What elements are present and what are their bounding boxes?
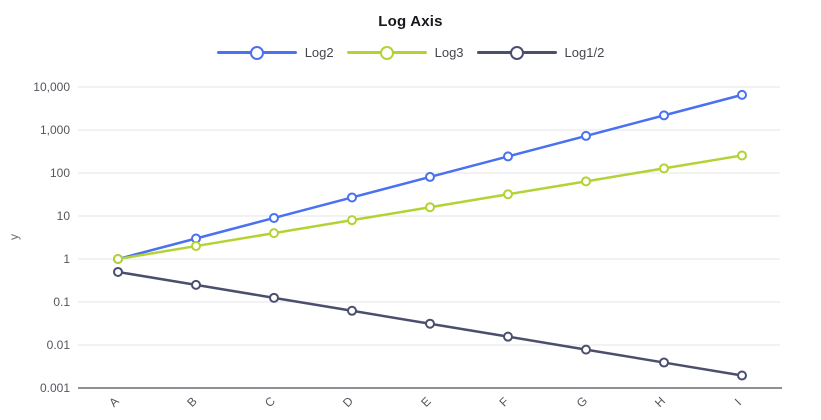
data-point-log2-g[interactable] [581, 130, 591, 141]
y-axis-tick-label: 100 [50, 166, 70, 180]
x-axis-tick-label: D [340, 394, 356, 410]
legend-item-log1-2[interactable]: Log1/2 [476, 45, 605, 60]
legend-circle-icon [379, 45, 394, 60]
y-axis-tick-label: 1,000 [40, 123, 70, 137]
legend-label: Log1/2 [564, 45, 605, 60]
data-point-log1-2-g[interactable] [581, 344, 591, 355]
x-axis-tick-label: G [574, 394, 591, 411]
x-axis-tick-label: H [652, 394, 668, 410]
legend-label: Log2 [304, 45, 334, 60]
x-axis-tick-label: E [418, 394, 434, 410]
data-point-log1-2-h[interactable] [659, 357, 669, 368]
data-point-log3-h[interactable] [659, 163, 669, 174]
data-point-log1-2-f[interactable] [503, 331, 513, 342]
legend-circle-icon [509, 45, 524, 60]
y-axis-tick-label: 0.001 [40, 381, 70, 395]
data-point-log2-i[interactable] [737, 89, 747, 100]
x-axis-tick-label: B [184, 394, 200, 410]
data-point-log2-h[interactable] [659, 110, 669, 121]
data-point-log3-c[interactable] [269, 228, 279, 239]
data-point-log3-f[interactable] [503, 189, 513, 200]
data-point-log2-d[interactable] [347, 192, 357, 203]
y-axis-tick-label: 0.01 [47, 338, 71, 352]
chart-title: Log Axis [378, 13, 443, 30]
data-point-log1-2-c[interactable] [269, 292, 279, 303]
data-point-log3-e[interactable] [425, 202, 435, 213]
legend-line-marker-swatch [346, 45, 427, 60]
data-point-log1-2-d[interactable] [347, 305, 357, 316]
legend: Log2 Log3 Log1/2 [0, 45, 821, 60]
data-point-log3-g[interactable] [581, 176, 591, 187]
x-axis-tick-label: A [106, 394, 122, 410]
data-point-log1-2-i[interactable] [737, 370, 747, 381]
y-axis-title: y [7, 234, 21, 240]
data-point-log1-2-a[interactable] [113, 266, 123, 277]
data-point-log1-2-e[interactable] [425, 318, 435, 329]
legend-line-marker-swatch [216, 45, 297, 60]
legend-circle-icon [249, 45, 264, 60]
data-point-log3-b[interactable] [191, 241, 201, 252]
data-point-log3-d[interactable] [347, 215, 357, 226]
y-axis-tick-label: 1 [63, 252, 70, 266]
legend-label: Log3 [434, 45, 464, 60]
x-axis-tick-label: C [262, 394, 278, 410]
data-point-log1-2-b[interactable] [191, 279, 201, 290]
x-axis-tick-label: F [496, 394, 511, 409]
x-axis-tick-label: I [732, 396, 744, 408]
legend-item-log3[interactable]: Log3 [346, 45, 464, 60]
y-axis-tick-label: 0.1 [53, 295, 70, 309]
data-point-log2-c[interactable] [269, 212, 279, 223]
legend-item-log2[interactable]: Log2 [216, 45, 334, 60]
data-point-log3-i[interactable] [737, 150, 747, 161]
y-axis-tick-label: 10,000 [33, 80, 70, 94]
data-point-log3-a[interactable] [113, 254, 123, 264]
data-point-log2-f[interactable] [503, 151, 513, 162]
legend-line-marker-swatch [476, 45, 557, 60]
data-point-log2-e[interactable] [425, 171, 435, 182]
y-axis-tick-label: 10 [57, 209, 71, 223]
